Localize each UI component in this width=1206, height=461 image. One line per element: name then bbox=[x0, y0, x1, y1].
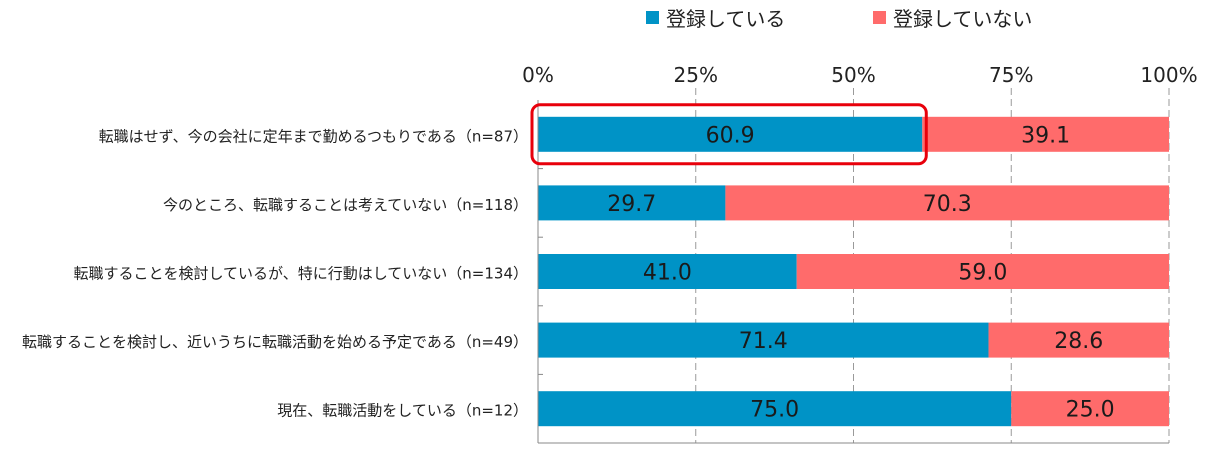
category-label: 現在、転職活動をしている（n=12） bbox=[277, 402, 528, 420]
category-label: 転職はせず、今の会社に定年まで勤めるつもりである（n=87） bbox=[99, 127, 528, 145]
x-tick-label: 50% bbox=[831, 63, 875, 87]
legend-item-not-registered: 登録していない bbox=[873, 4, 1033, 31]
bar-not-registered bbox=[725, 185, 1169, 221]
legend-swatch-registered bbox=[646, 10, 659, 24]
category-label: 転職することを検討し、近いうちに転職活動を始める予定である（n=49） bbox=[22, 333, 528, 351]
data-label: 41.0 bbox=[643, 261, 692, 286]
bar-not-registered bbox=[796, 254, 1169, 289]
data-label: 25.0 bbox=[1066, 398, 1115, 423]
data-label: 59.0 bbox=[958, 261, 1007, 286]
data-label: 39.1 bbox=[1021, 123, 1070, 148]
bar-registered bbox=[538, 322, 989, 358]
bar-not-registered bbox=[922, 116, 1169, 152]
bar-not-registered bbox=[1011, 391, 1169, 427]
data-label: 29.7 bbox=[607, 192, 656, 217]
category-label: 転職することを検討しているが、特に行動はしていない（n=134） bbox=[73, 265, 528, 283]
x-tick-label: 75% bbox=[989, 63, 1033, 87]
x-tick-label: 100% bbox=[1140, 63, 1197, 87]
data-label: 70.3 bbox=[923, 192, 972, 217]
bar-registered bbox=[538, 391, 1012, 427]
legend-item-registered: 登録している bbox=[646, 4, 786, 31]
bar-not-registered bbox=[988, 322, 1169, 358]
x-tick-label: 25% bbox=[674, 63, 718, 87]
data-label: 28.6 bbox=[1054, 329, 1103, 354]
data-label: 71.4 bbox=[739, 329, 788, 354]
bar-registered bbox=[538, 185, 726, 221]
bar-registered bbox=[538, 254, 797, 289]
highlight-box bbox=[530, 103, 928, 166]
data-label: 75.0 bbox=[750, 398, 799, 423]
data-label: 60.9 bbox=[706, 123, 755, 148]
legend-swatch-not-registered bbox=[873, 10, 886, 24]
category-label: 今のところ、転職することは考えていない（n=118） bbox=[163, 196, 528, 214]
legend-label-not-registered: 登録していない bbox=[893, 6, 1033, 31]
legend-label-registered: 登録している bbox=[666, 6, 786, 31]
bar-registered bbox=[538, 116, 923, 152]
x-tick-label: 0% bbox=[522, 63, 554, 87]
